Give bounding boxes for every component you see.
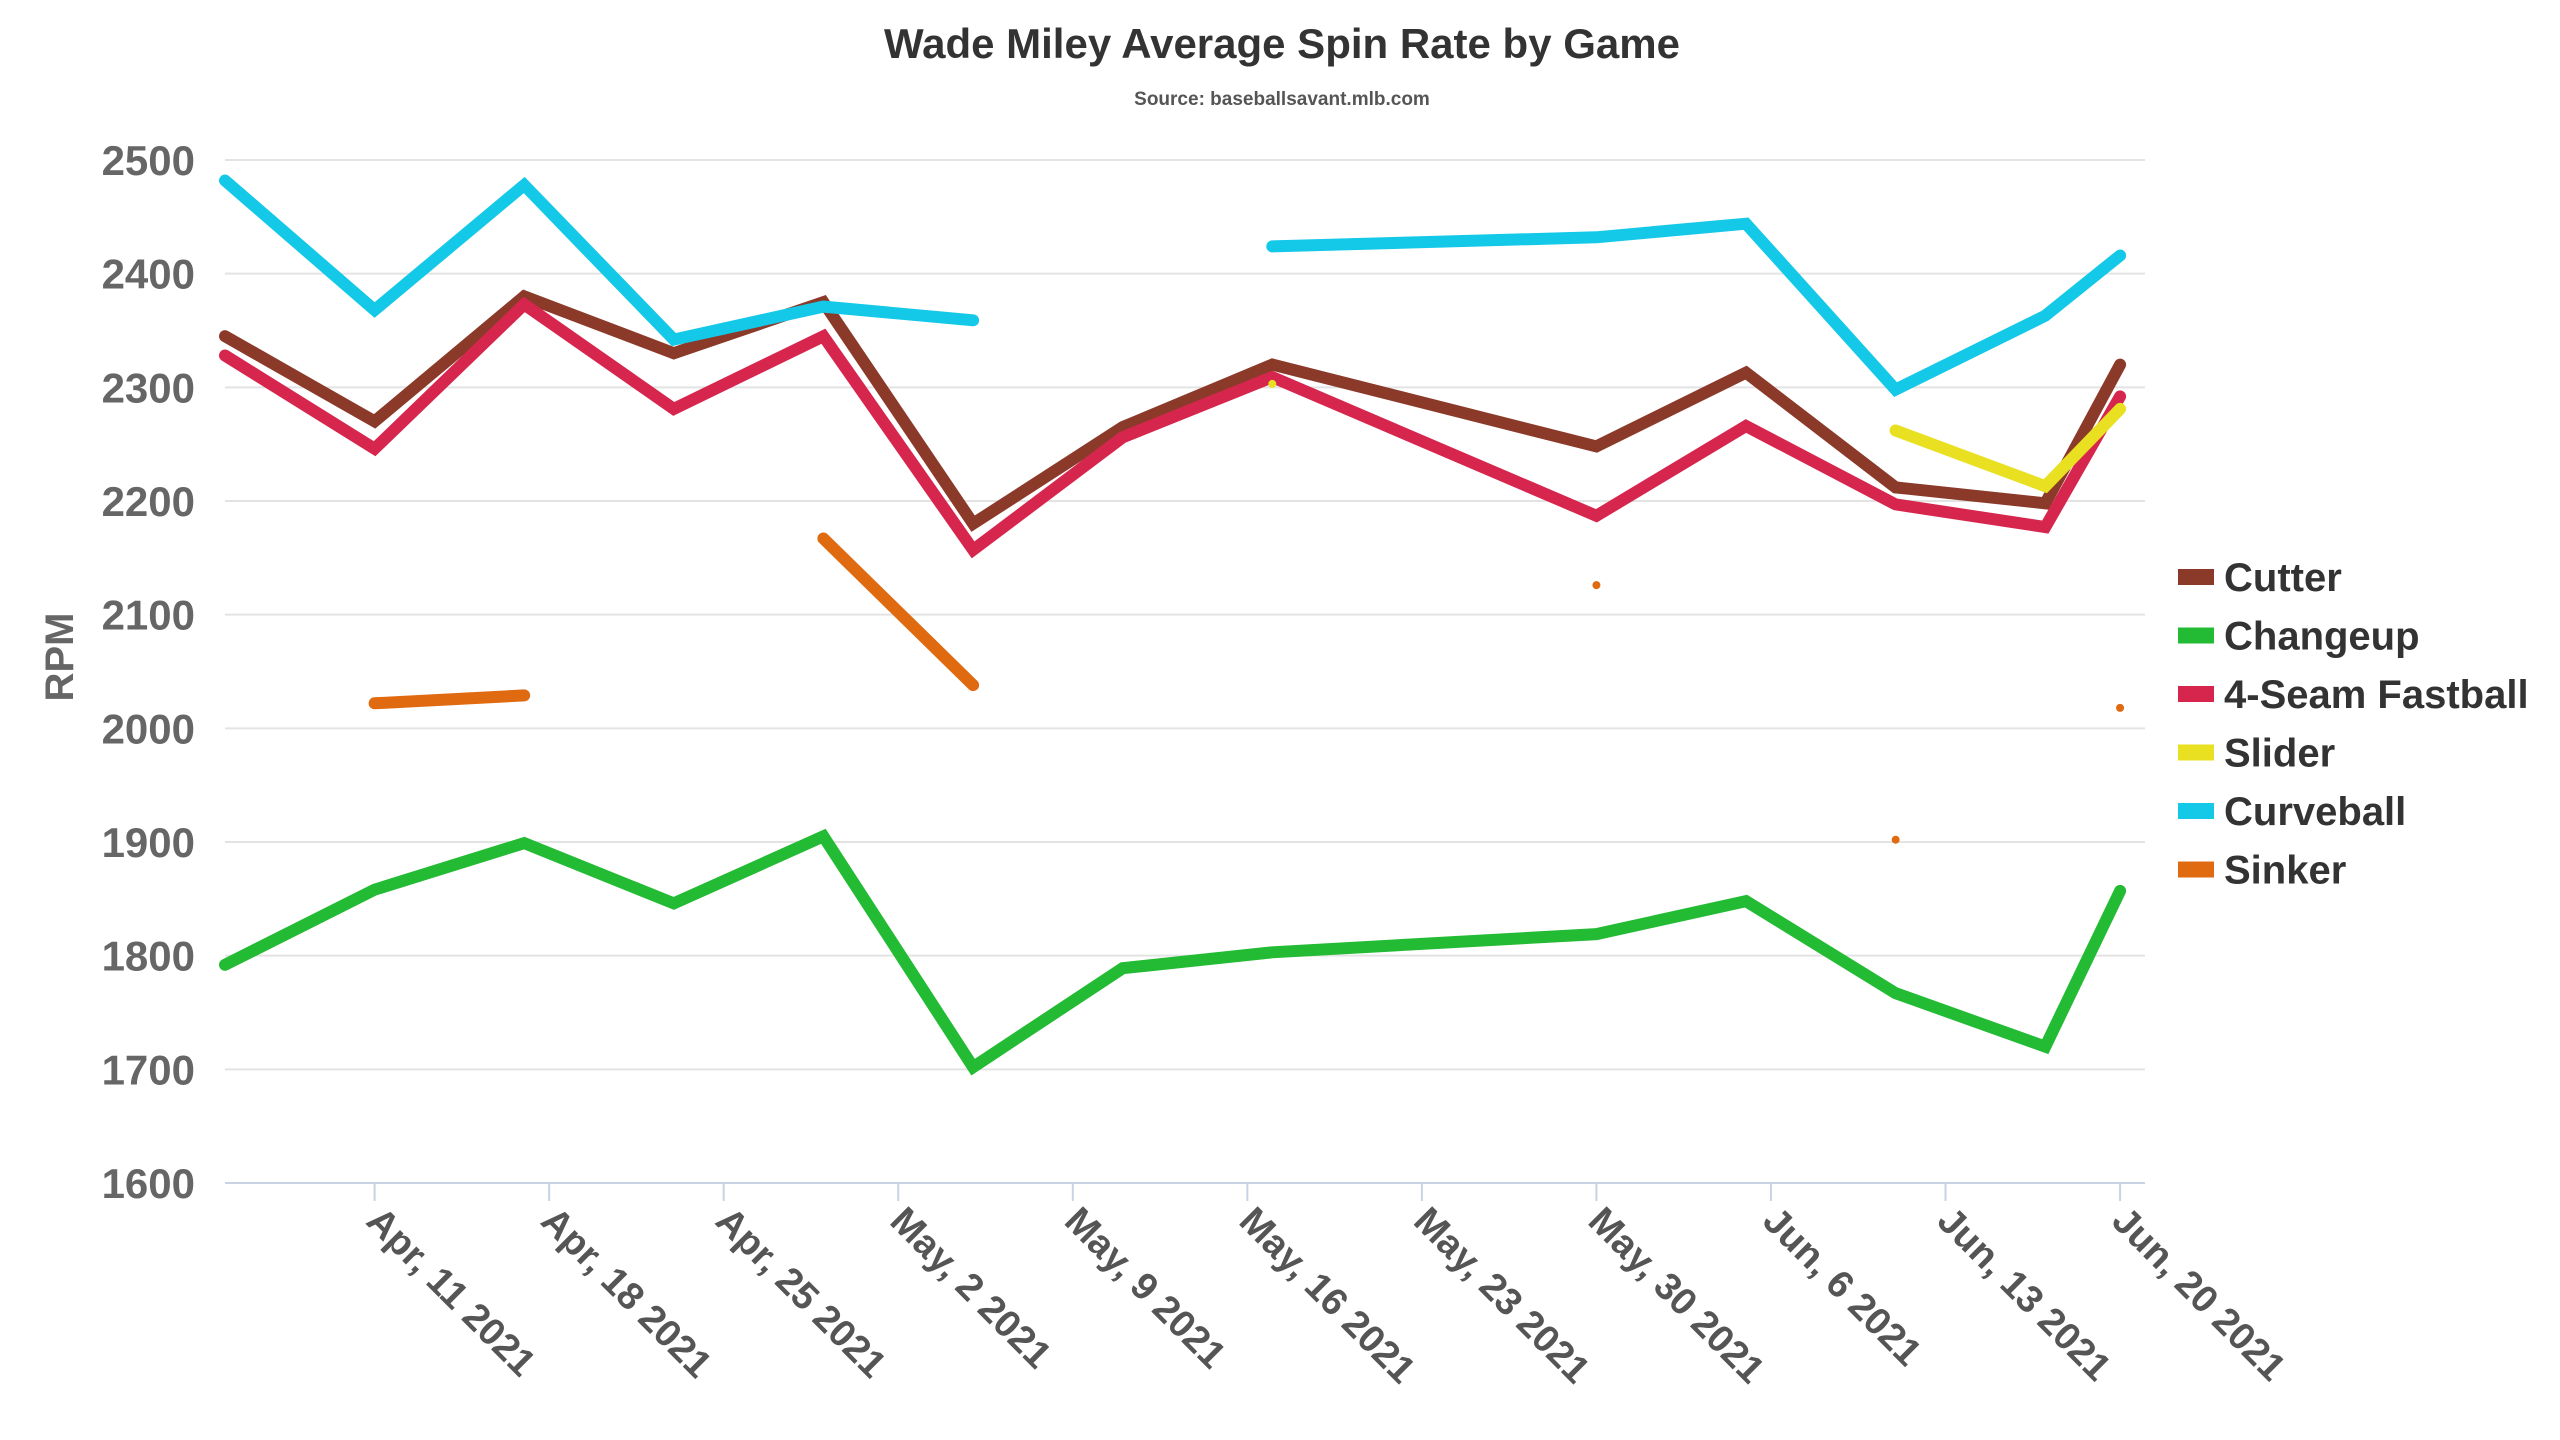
legend-label: 4-Seam Fastball — [2224, 673, 2529, 717]
series-line — [219, 289, 2127, 532]
y-tick-label: 2200 — [102, 478, 195, 525]
series-slider — [1268, 379, 2127, 494]
y-tick-label: 1600 — [102, 1160, 195, 1207]
series-line — [219, 296, 2127, 559]
x-tick-label: Apr, 11 2021 — [358, 1200, 543, 1385]
series-curveball — [219, 174, 2127, 397]
legend-label: Changeup — [2224, 615, 2420, 659]
legend-item[interactable]: 4-Seam Fastball — [2178, 673, 2529, 717]
series-sinker — [368, 532, 2125, 844]
x-tick-label: Jun, 20 2021 — [2104, 1200, 2294, 1390]
legend-swatch — [2178, 861, 2214, 878]
chart-title: Wade Miley Average Spin Rate by Game — [884, 20, 1680, 67]
series-line — [219, 828, 2127, 1076]
legend-swatch — [2178, 803, 2214, 819]
y-tick-label: 1800 — [102, 933, 195, 980]
series-lines — [219, 174, 2127, 1076]
x-tick-label: May, 23 2021 — [1406, 1200, 1598, 1392]
x-tick-label: Jun, 13 2021 — [1929, 1200, 2119, 1390]
legend-swatch — [2178, 744, 2214, 761]
legend-label: Slider — [2224, 732, 2335, 776]
y-tick-label: 2400 — [102, 251, 195, 298]
legend-label: Curveball — [2224, 790, 2406, 834]
y-tick-label: 1900 — [102, 819, 195, 866]
series-cutter — [219, 289, 2127, 532]
series-line — [817, 532, 980, 692]
series-line — [368, 689, 531, 710]
y-tick-label: 2500 — [102, 137, 195, 184]
x-tick-label: May, 9 2021 — [1056, 1200, 1233, 1377]
legend-item[interactable]: Sinker — [2178, 849, 2346, 893]
y-axis-label: RPM — [38, 613, 82, 702]
data-point — [2116, 703, 2125, 712]
y-tick-label: 2100 — [102, 592, 195, 639]
chart-subtitle: Source: baseballsavant.mlb.com — [1134, 89, 1430, 110]
series-line — [1889, 402, 2127, 494]
legend-swatch — [2178, 569, 2214, 585]
legend-item[interactable]: Changeup — [2178, 615, 2420, 659]
data-point — [1891, 835, 1900, 844]
series-4-seam-fastball — [219, 296, 2127, 559]
legend[interactable]: Cutter Changeup 4-Seam Fastball Slider Curve… — [2178, 556, 2529, 893]
legend-label: Cutter — [2224, 556, 2342, 600]
legend-item[interactable]: Cutter — [2178, 556, 2342, 600]
data-point — [1592, 581, 1601, 590]
x-tick-label: May, 16 2021 — [1231, 1200, 1423, 1392]
x-tick-label: May, 30 2021 — [1580, 1200, 1772, 1392]
legend-swatch — [2178, 627, 2214, 644]
legend-label: Sinker — [2224, 849, 2346, 893]
legend-item[interactable]: Slider — [2178, 732, 2335, 776]
y-tick-label: 2000 — [102, 705, 195, 752]
legend-item[interactable]: Curveball — [2178, 790, 2406, 834]
series-changeup — [219, 828, 2127, 1076]
x-tick-label: Jun, 6 2021 — [1755, 1200, 1930, 1375]
series-line — [1266, 217, 2127, 397]
y-axis-ticks: 1600 1700 1800 1900 2000 2100 2200 2300 2400 2500 — [102, 137, 195, 1207]
y-tick-label: 2300 — [102, 364, 195, 411]
legend-swatch — [2178, 686, 2214, 702]
series-line — [219, 174, 980, 347]
data-point — [1268, 379, 1277, 388]
x-tick-label: Apr, 18 2021 — [533, 1200, 720, 1387]
x-tick-label: Apr, 25 2021 — [707, 1200, 894, 1387]
y-tick-label: 1700 — [102, 1046, 195, 1093]
x-tick-label: May, 2 2021 — [882, 1200, 1059, 1377]
gridlines — [225, 159, 2145, 1071]
